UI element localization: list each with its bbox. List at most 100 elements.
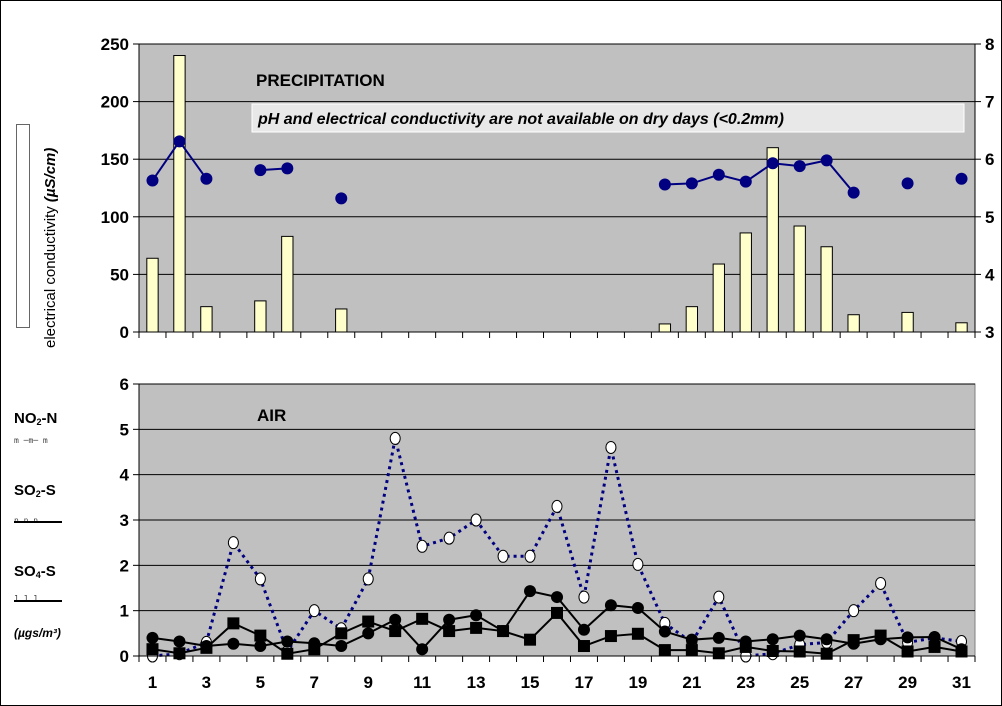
precipitation-bar [173, 55, 186, 333]
air-xtick-label: 31 [952, 673, 971, 692]
precip-y2tick-label: 8 [985, 35, 994, 54]
so4-point [146, 643, 159, 656]
air-ytick-label: 4 [120, 466, 130, 485]
so4-point [281, 647, 294, 660]
so4-point [685, 644, 698, 657]
precipitation-plot-area [138, 43, 976, 333]
air-xtick-label: 7 [310, 673, 319, 692]
precipitation-bar [712, 263, 725, 333]
legend-unit: (µgs/m³) [14, 626, 61, 640]
legend-so2-line [14, 521, 62, 523]
precip-y2tick-label: 5 [985, 208, 994, 227]
air-xtick-label: 21 [682, 673, 701, 692]
so2-point [443, 613, 456, 626]
precipitation-bar [847, 314, 860, 333]
air-xtick-label: 29 [898, 673, 917, 692]
so4-point [524, 633, 537, 646]
so2-point [254, 640, 267, 653]
precip-y2tick-label: 7 [985, 93, 994, 112]
no2-point [470, 513, 482, 527]
no2-point [524, 549, 536, 563]
air-ytick-label: 0 [120, 647, 129, 666]
so2-point [928, 630, 941, 643]
so2-point [281, 635, 294, 648]
air-xtick-label: 5 [256, 673, 265, 692]
precip-y2tick-label: 6 [985, 150, 994, 169]
air-ytick-label: 3 [120, 511, 129, 530]
precip-ytick-label: 100 [101, 208, 129, 227]
ph-point [658, 178, 671, 191]
no2-point [632, 557, 644, 571]
so4-point [604, 630, 617, 643]
ph-point [254, 164, 267, 177]
ph-point [335, 192, 348, 205]
so4-point [227, 617, 240, 630]
so2-point [551, 591, 563, 604]
so2-point [146, 631, 159, 644]
ylabel-unit: (µS/cm) [42, 147, 59, 203]
ph-point [793, 160, 806, 173]
air-xtick-label: 9 [363, 673, 372, 692]
air-gridlines [139, 383, 975, 612]
so4-point [739, 640, 752, 653]
so4-point [712, 647, 725, 660]
no2-point [848, 604, 860, 618]
ph-point [766, 157, 779, 170]
no2-point [551, 499, 563, 513]
so4-point [362, 615, 375, 628]
ph-line [146, 135, 968, 205]
precip-y2tick-label: 3 [985, 323, 994, 342]
precipitation-title: PRECIPITATION [256, 71, 385, 90]
precipitation-bar [685, 306, 699, 333]
no2-point [578, 590, 590, 604]
no2-point [605, 440, 617, 454]
so2-point [362, 627, 375, 640]
so4-point [847, 634, 860, 647]
ph-point [955, 172, 968, 185]
precip-ytick-label: 50 [110, 265, 129, 284]
ph-point [901, 177, 914, 190]
legend-so4-glyph: 1 1 1 [14, 594, 39, 603]
no2-point [389, 431, 401, 445]
precipitation-bar [955, 322, 968, 333]
precipitation-bar [793, 225, 806, 333]
no2-point [713, 590, 725, 604]
no2-point [254, 572, 266, 586]
so2-point [524, 585, 537, 598]
so4-point [631, 627, 644, 640]
legend-no2-glyph: m ─m─ m [14, 436, 48, 445]
so4-point [793, 645, 806, 658]
precipitation-bar [766, 147, 779, 333]
legend-so2-glyph: n n n [14, 516, 38, 525]
so4-point [820, 647, 833, 660]
air-ytick-label: 2 [120, 556, 129, 575]
ph-point [847, 186, 860, 199]
air-xtick-label: 13 [467, 673, 486, 692]
so2-point [631, 601, 644, 614]
so4-point [254, 629, 267, 642]
precipitation-bar [254, 300, 267, 333]
ph-point [712, 168, 725, 181]
so4-point [766, 645, 779, 658]
so2-point [335, 640, 348, 653]
ph-point [739, 175, 752, 188]
so4-point [335, 627, 348, 640]
so2-point [604, 599, 617, 612]
precipitation-axes: 0 50 100 150 200 250 3 4 5 6 7 8 [101, 35, 995, 342]
precip-ytick-label: 150 [101, 150, 129, 169]
air-xtick-label: 25 [790, 673, 809, 692]
precipitation-bar [658, 323, 672, 333]
air-xtick-label: 27 [844, 673, 863, 692]
precipitation-panel: 0 50 100 150 200 250 3 4 5 6 7 8 PRECIPITATION pH a… [101, 35, 995, 342]
so4-point [901, 645, 914, 658]
so4-point [173, 647, 186, 660]
ph-point [820, 154, 833, 167]
so4-point [308, 643, 321, 656]
air-xtick-label: 3 [202, 673, 211, 692]
ph-point [281, 162, 294, 175]
air-xtick-label: 19 [628, 673, 647, 692]
air-series [146, 431, 968, 663]
so2-point [173, 635, 186, 648]
